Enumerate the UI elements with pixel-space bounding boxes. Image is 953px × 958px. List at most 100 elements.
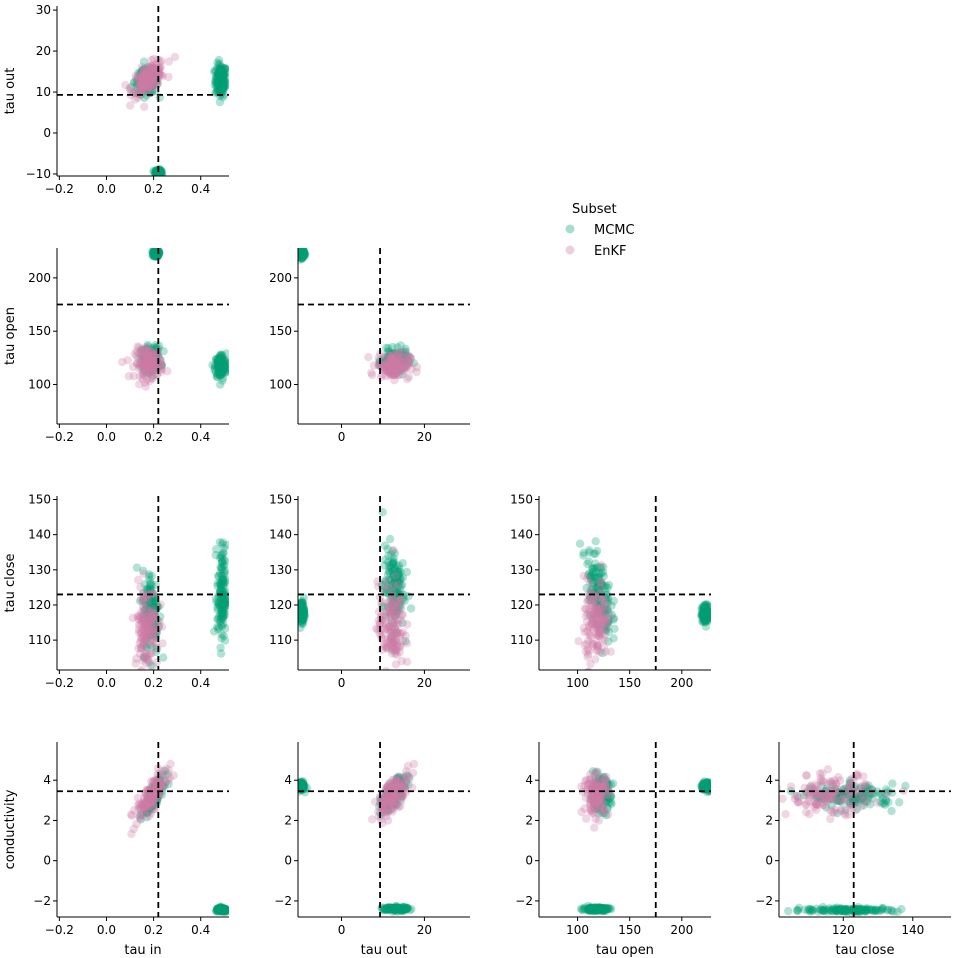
point-mcmc-0-2-89 [148,81,157,90]
point-enkf-3-0-100 [138,613,147,622]
point-mcmc-4-0-36 [298,603,306,612]
point-enkf-4-0-79 [385,613,394,622]
x-tick-label-5-2: 200 [670,676,693,690]
point-mcmc-5-0-127 [700,610,710,619]
point-enkf-3-0-86 [147,618,156,627]
point-mcmc-0-2-110 [141,82,151,92]
point-mcmc-5-0-106 [700,615,709,624]
point-mcmc-2-1-88 [391,361,400,371]
point-mcmc-1-0-112 [215,361,225,371]
point-enkf-2-0-130 [389,366,398,375]
point-mcmc-3-0-87 [216,553,225,563]
point-mcmc-4-1-89 [394,567,403,576]
point-mcmc-1-0-43 [211,354,221,364]
point-enkf-2-0-62 [389,359,398,369]
point-mcmc-1-0-137 [219,356,228,365]
point-mcmc-3-1-1 [147,579,156,588]
point-mcmc-4-1-92 [389,571,398,580]
y-tick-label-7-3: 4 [284,773,292,787]
x-tick-label-8-2: 200 [670,923,693,937]
point-mcmc-1-0-106 [217,367,227,376]
point-enkf-8-0-105 [577,807,586,817]
y-tick-label-1-0: 100 [28,378,51,392]
point-mcmc-2-1-136 [385,357,394,366]
point-enkf-0-0-56 [150,70,160,79]
point-mcmc-4-0-83 [298,616,304,625]
point-mcmc-5-0-24 [702,613,711,622]
point-enkf-8-0-132 [580,781,589,790]
point-mcmc-2-0-30 [298,248,306,257]
point-mcmc-1-0-105 [217,362,227,371]
point-mcmc-4-0-57 [298,601,307,610]
point-mcmc-4-1-40 [386,563,395,572]
point-mcmc-1-2-36 [147,358,156,367]
point-mcmc-4-0-90 [298,611,307,621]
point-mcmc-1-2-128 [147,366,157,376]
point-enkf-3-0-36 [141,633,150,642]
point-mcmc-1-0-127 [218,350,227,360]
point-mcmc-4-0-88 [299,607,309,616]
point-mcmc-0-1-3 [154,168,163,176]
point-mcmc-1-0-123 [208,360,217,370]
point-enkf-0-0-94 [148,63,157,73]
point-mcmc-4-0-82 [298,602,307,612]
point-enkf-4-0-129 [387,629,396,638]
point-mcmc-3-1-83 [153,602,162,611]
point-mcmc-1-0-36 [221,368,229,377]
point-mcmc-2-0-63 [300,252,309,261]
point-mcmc-3-0-20 [218,540,227,549]
point-enkf-3-0-83 [143,654,152,664]
point-mcmc-4-0-5 [299,606,308,615]
point-mcmc-3-1-15 [147,605,157,614]
point-enkf-3-0-74 [137,617,146,627]
x-tick-label-4-1: 20 [417,676,432,690]
point-enkf-4-0-133 [389,618,399,627]
point-mcmc-1-0-17 [213,356,223,365]
point-enkf-0-0-2 [143,73,153,82]
point-mcmc-1-1-123 [153,250,162,259]
point-mcmc-3-0-122 [218,575,228,584]
point-mcmc-1-2-38 [146,347,155,357]
point-enkf-0-0-127 [139,75,148,85]
point-mcmc-0-0-13 [216,85,225,95]
point-enkf-1-0-53 [147,364,156,373]
point-mcmc-0-0-25 [215,59,224,69]
point-mcmc-3-0-118 [216,649,226,658]
point-enkf-2-0-28 [404,358,414,368]
point-mcmc-2-1-53 [387,358,397,368]
point-mcmc-4-1-24 [390,636,399,645]
point-mcmc-0-0-138 [218,72,228,81]
point-enkf-4-0-73 [389,619,398,629]
point-mcmc-0-2-23 [143,77,152,86]
point-mcmc-3-0-51 [216,551,225,560]
point-mcmc-4-0-81 [298,599,306,609]
point-mcmc-4-0-136 [299,608,308,617]
y-tick-label-8-0: −2 [515,894,533,908]
point-mcmc-1-0-102 [215,360,224,369]
point-enkf-4-0-99 [384,622,394,631]
point-enkf-4-0-71 [385,597,394,607]
point-mcmc-0-1-63 [153,168,163,176]
point-enkf-1-0-103 [142,361,151,370]
point-enkf-2-0-120 [412,367,421,377]
point-mcmc-0-1-129 [154,168,163,176]
point-mcmc-1-1-44 [150,249,160,258]
point-enkf-9-0-112 [861,780,870,789]
y-tick-label-6-1: 0 [43,854,51,868]
point-mcmc-1-1-91 [149,248,158,255]
point-mcmc-0-1-72 [153,169,162,176]
point-mcmc-0-2-133 [150,68,160,77]
point-enkf-4-0-70 [391,610,400,619]
point-enkf-0-0-26 [141,73,151,83]
point-enkf-0-0-63 [145,82,155,91]
point-enkf-4-0-126 [388,595,397,604]
point-mcmc-0-2-54 [147,71,157,80]
point-mcmc-1-0-15 [216,353,225,362]
point-mcmc-1-0-40 [214,362,224,371]
x-tick-label-3-2: 0.2 [144,676,163,690]
point-mcmc-5-0-85 [699,608,709,618]
point-mcmc-0-2-78 [144,76,153,86]
point-mcmc-2-1-49 [391,358,401,368]
point-mcmc-3-1-132 [147,622,156,631]
